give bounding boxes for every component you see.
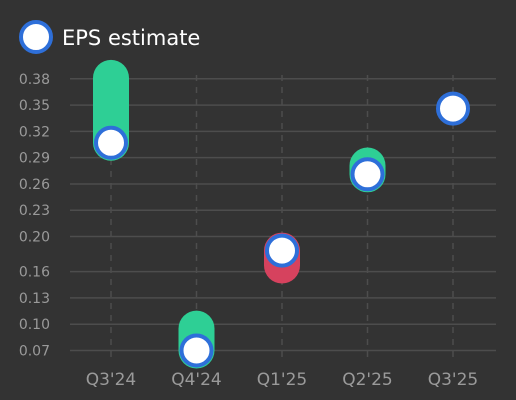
x-tick-label: Q3'24 <box>86 370 137 390</box>
y-tick-label: 0.26 <box>19 177 50 193</box>
y-tick-label: 0.29 <box>19 151 50 167</box>
y-tick-label: 0.10 <box>19 317 50 333</box>
y-tick-label: 0.23 <box>19 203 50 219</box>
x-tick-label: Q4'24 <box>171 370 222 390</box>
y-axis-ticks: 0.38 0.35 0.32 0.29 0.26 0.23 0.20 0.16 0.13 0.10… <box>19 72 50 360</box>
x-axis-ticks: Q3'24 Q4'24 Q1'25 Q2'25 Q3'25 <box>86 370 479 390</box>
x-tick-label: Q2'25 <box>342 370 393 390</box>
x-tick-label: Q1'25 <box>257 370 308 390</box>
eps-estimate-markers <box>94 91 470 368</box>
x-tick-label: Q3'25 <box>428 370 479 390</box>
y-tick-label: 0.16 <box>19 265 50 281</box>
eps-estimate-point[interactable] <box>94 125 128 160</box>
eps-estimate-point[interactable] <box>265 233 299 268</box>
y-tick-label: 0.13 <box>19 291 50 307</box>
legend-label: EPS estimate <box>62 26 200 50</box>
legend-marker-icon <box>19 20 53 54</box>
chart-grid <box>70 75 496 362</box>
y-tick-label: 0.32 <box>19 124 50 140</box>
eps-estimate-point[interactable] <box>350 157 385 192</box>
y-tick-label: 0.35 <box>19 98 50 114</box>
legend[interactable]: EPS estimate <box>19 20 200 54</box>
y-tick-label: 0.38 <box>19 72 50 88</box>
eps-estimate-point[interactable] <box>179 333 214 368</box>
y-tick-label: 0.07 <box>19 343 50 359</box>
surprise-bars <box>93 59 386 369</box>
eps-estimate-point[interactable] <box>436 91 470 126</box>
y-tick-label: 0.20 <box>19 230 50 246</box>
